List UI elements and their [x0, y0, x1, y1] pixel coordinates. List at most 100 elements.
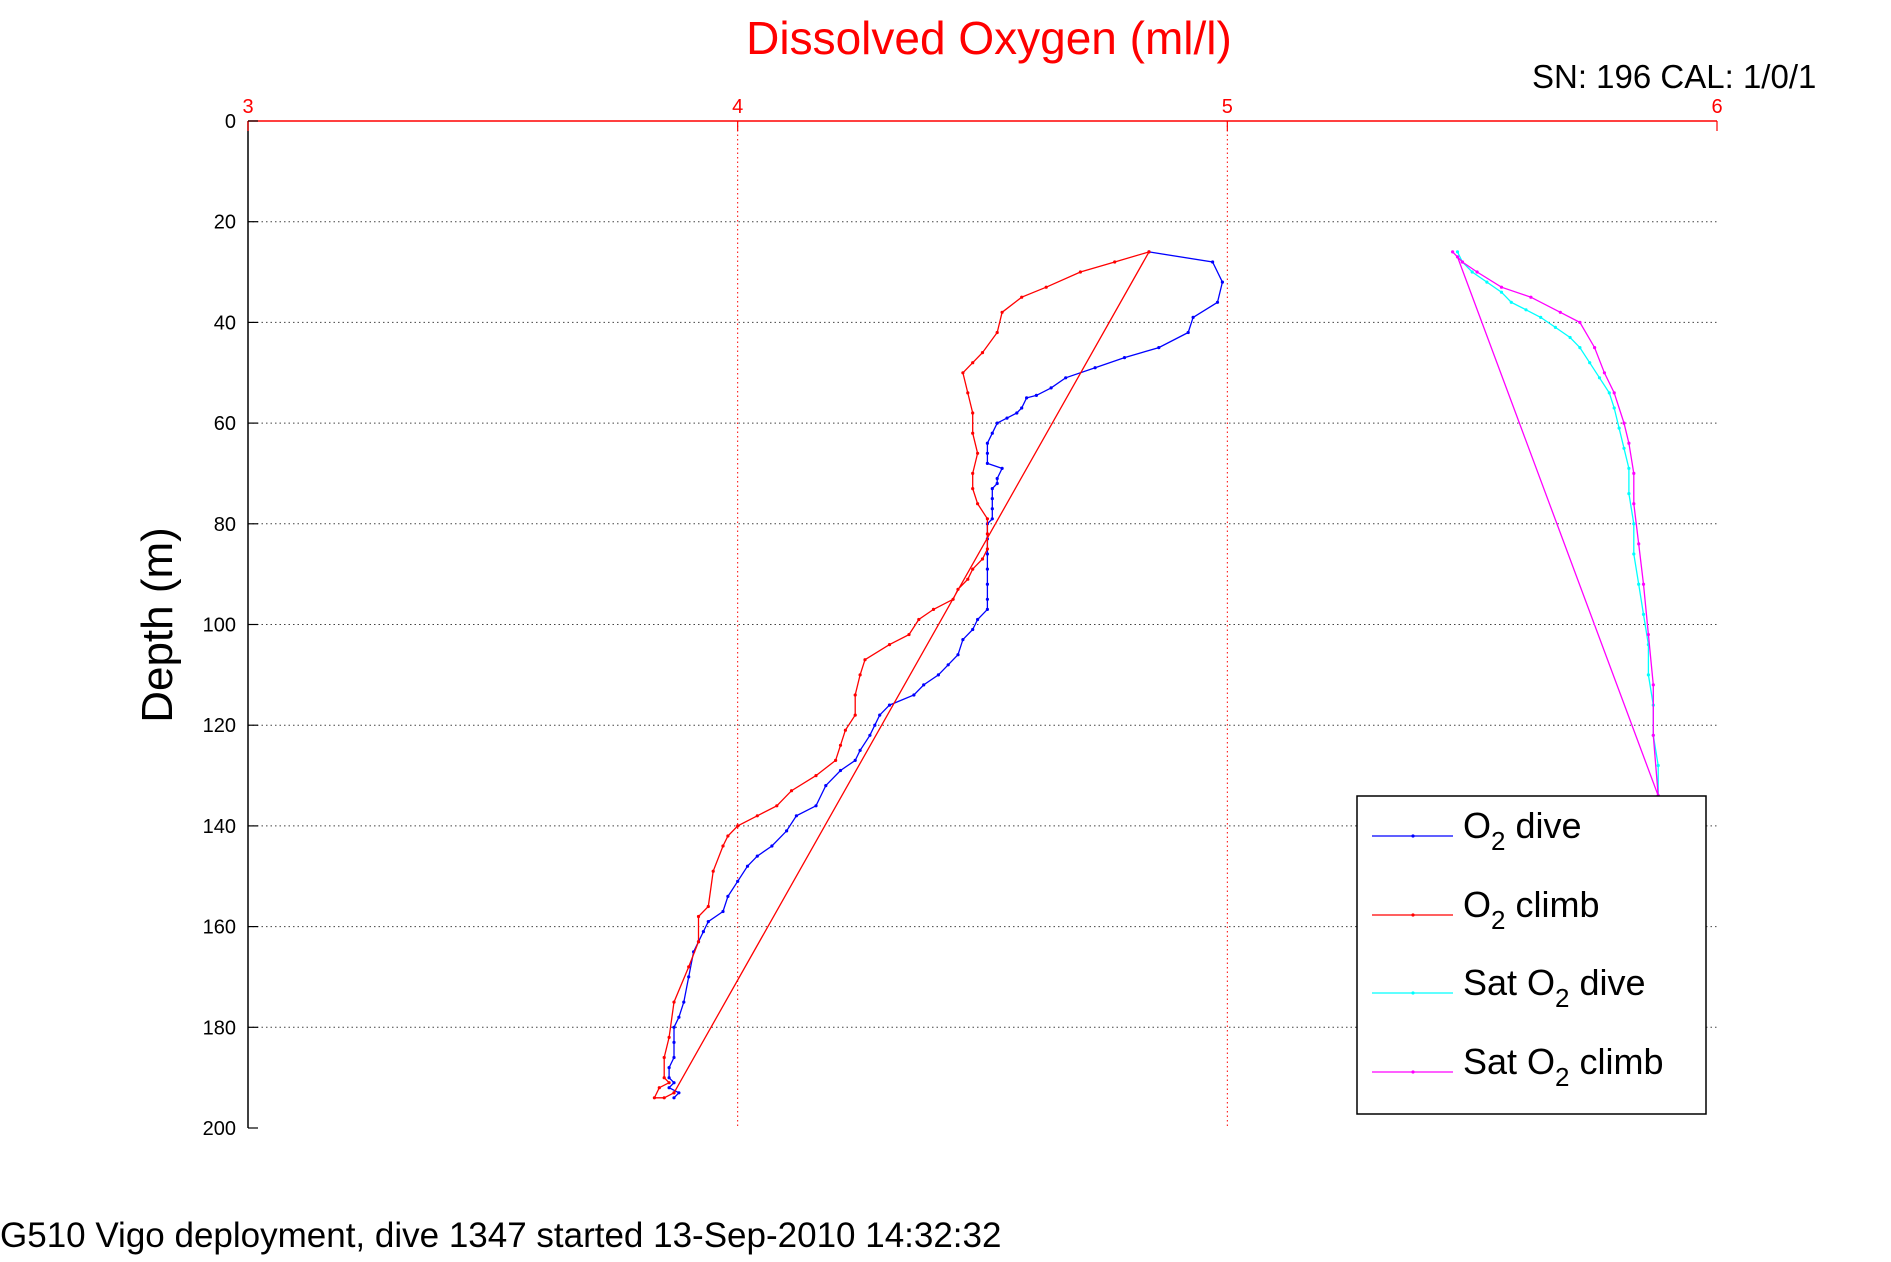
data-point — [990, 517, 994, 521]
y-tick-label: 0 — [225, 111, 236, 133]
legend-marker — [1411, 834, 1415, 838]
data-point — [1044, 285, 1048, 289]
data-point — [976, 451, 980, 455]
data-point — [873, 723, 877, 727]
series-o2_climb — [652, 250, 1151, 1100]
legend-marker — [1411, 1070, 1415, 1074]
y-axis-label: Depth (m) — [133, 527, 182, 723]
data-point — [1015, 411, 1019, 415]
legend-label-rest: climb — [1505, 884, 1599, 925]
data-point — [726, 894, 730, 899]
dive-caption: G510 Vigo deployment, dive 1347 started … — [0, 1216, 1001, 1255]
data-point — [1215, 300, 1220, 304]
data-point — [1451, 250, 1455, 254]
legend-label-rest: climb — [1570, 1041, 1664, 1082]
data-point — [990, 487, 994, 491]
legend-label-subscript: 2 — [1555, 983, 1569, 1013]
legend-entry-sat_o2_dive: Sat O2 dive — [1372, 962, 1646, 1013]
data-point — [1617, 426, 1621, 430]
data-point — [1632, 522, 1636, 526]
chart-title: Dissolved Oxygen (ml/l) — [746, 12, 1232, 64]
data-point — [887, 703, 892, 707]
data-point — [1499, 290, 1504, 294]
data-point — [814, 804, 818, 808]
data-point — [985, 582, 990, 586]
data-point — [1651, 683, 1655, 687]
data-point — [1191, 315, 1195, 319]
data-point — [1553, 325, 1557, 329]
data-point — [990, 507, 994, 511]
data-point — [824, 784, 828, 788]
y-tick-label: 160 — [203, 917, 236, 939]
data-point — [1627, 466, 1631, 470]
data-point — [794, 814, 799, 818]
data-point — [770, 844, 774, 848]
data-point — [1637, 582, 1641, 586]
data-point — [1627, 492, 1631, 496]
data-point — [1578, 346, 1582, 350]
data-point — [1020, 406, 1024, 410]
data-point — [672, 1025, 676, 1029]
data-point — [721, 909, 725, 914]
data-point — [931, 607, 936, 612]
y-tick-label: 180 — [203, 1017, 236, 1039]
data-point — [951, 597, 955, 601]
data-point — [677, 1015, 681, 1019]
data-point — [1593, 346, 1597, 350]
data-point — [1539, 315, 1543, 319]
data-point — [1000, 466, 1004, 470]
data-point — [971, 627, 975, 632]
data-point — [917, 617, 921, 622]
data-point — [961, 371, 965, 375]
data-point — [1499, 285, 1504, 289]
data-point — [985, 567, 990, 571]
data-point — [1607, 391, 1611, 395]
legend-marker — [1411, 991, 1415, 995]
legend-label: Sat O2 climb — [1463, 1041, 1664, 1092]
data-point — [995, 330, 999, 335]
data-point — [985, 552, 990, 556]
data-point — [814, 774, 818, 778]
data-point — [657, 1086, 661, 1090]
data-point — [1078, 270, 1082, 274]
y-tick-label: 80 — [214, 514, 236, 536]
data-point — [667, 1066, 671, 1070]
data-point — [1637, 542, 1641, 546]
data-point — [672, 1055, 676, 1060]
data-point — [1529, 295, 1533, 299]
data-point — [696, 914, 701, 919]
data-point — [990, 497, 994, 501]
data-point — [1211, 260, 1215, 264]
data-point — [1632, 552, 1636, 556]
data-point — [726, 834, 730, 838]
data-point — [711, 869, 715, 873]
data-point — [736, 824, 740, 828]
data-point — [985, 547, 990, 551]
legend-label-rest: dive — [1570, 962, 1646, 1003]
data-point — [696, 940, 701, 944]
data-point — [662, 1055, 666, 1060]
data-point — [834, 758, 838, 763]
data-point — [976, 617, 980, 622]
data-point — [946, 663, 950, 667]
data-point — [1122, 356, 1127, 360]
data-series — [652, 250, 1660, 1100]
data-point — [1020, 295, 1024, 299]
data-point — [667, 1086, 671, 1090]
data-point — [995, 476, 999, 481]
legend-entry-sat_o2_climb: Sat O2 climb — [1372, 1041, 1664, 1092]
legend-entry-o2_climb: O2 climb — [1372, 884, 1600, 935]
data-point — [1622, 421, 1626, 425]
data-point — [971, 411, 975, 415]
data-point — [985, 441, 990, 445]
data-point — [1147, 250, 1151, 254]
data-point — [1656, 763, 1660, 768]
data-point — [1455, 250, 1460, 254]
data-point — [985, 517, 990, 521]
data-point — [878, 713, 882, 717]
x-tick-label: 4 — [732, 96, 743, 118]
data-point — [1157, 346, 1161, 350]
y-tick-label: 100 — [203, 615, 236, 637]
legend-label-main: Sat O — [1463, 1041, 1555, 1082]
legend-label-subscript: 2 — [1555, 1062, 1569, 1092]
